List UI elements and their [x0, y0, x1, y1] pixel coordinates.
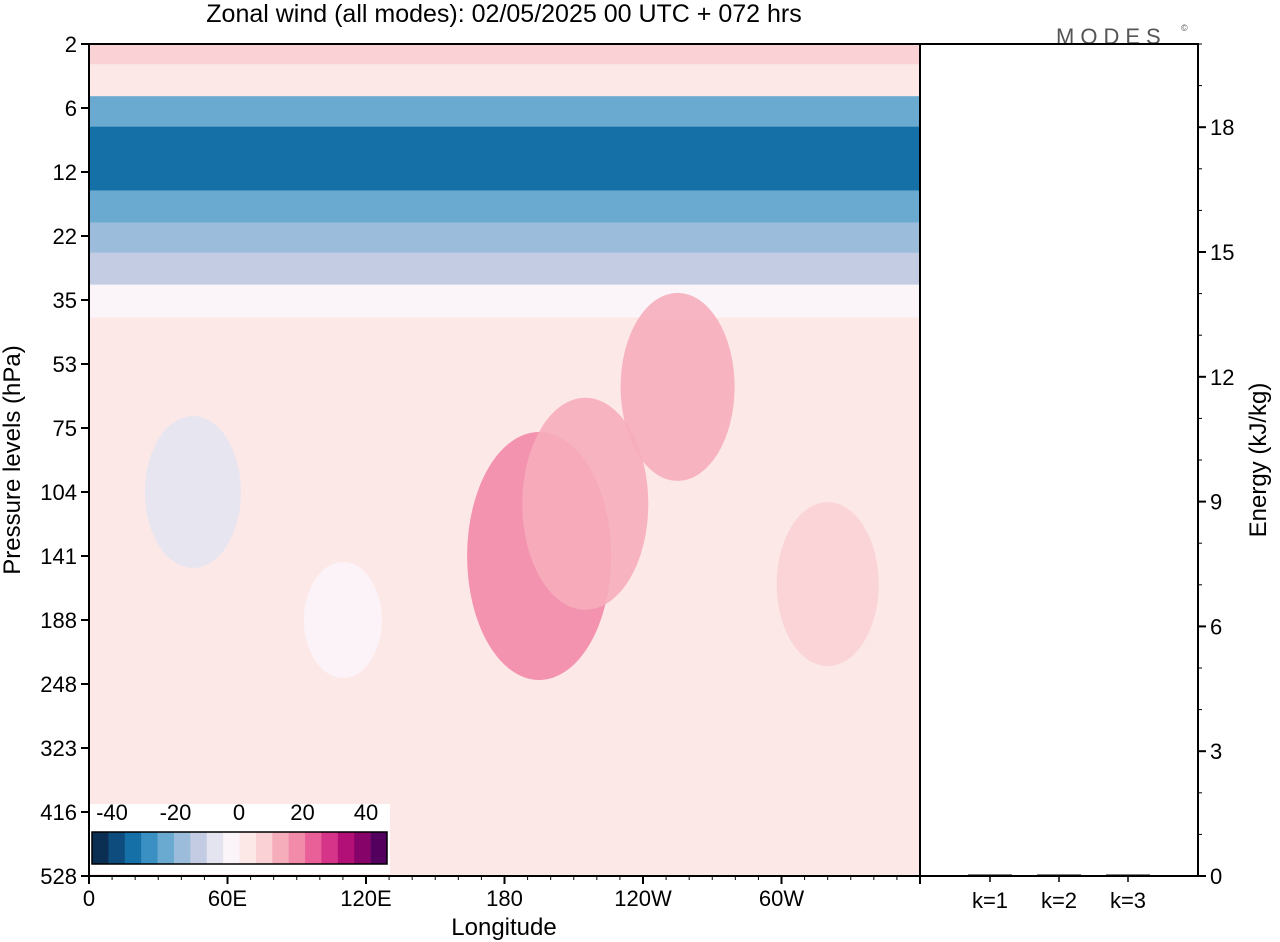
- colorbar-swatch: [141, 832, 158, 864]
- colorbar-swatch: [190, 832, 208, 864]
- wind-feature-6: [620, 292, 735, 481]
- colorbar-swatch: [354, 832, 371, 864]
- colorbar-swatch: [255, 832, 273, 864]
- x-tick-label: 120E: [340, 886, 391, 911]
- wind-band: [89, 765, 920, 798]
- wind-band: [89, 252, 920, 286]
- energy-panel: [919, 43, 1199, 877]
- wind-band: [89, 96, 920, 128]
- energy-y-axis: 0 3 6 9 12 15 18: [1198, 43, 1234, 889]
- colorbar-swatch: [305, 832, 322, 864]
- wind-band: [89, 668, 920, 702]
- wind-band: [89, 317, 920, 351]
- wind-band: [89, 349, 920, 382]
- y-tick-label: 35: [53, 288, 77, 313]
- y-tick-label: 104: [40, 480, 77, 505]
- energy-tick-label: 0: [1210, 864, 1222, 889]
- colorbar-tick-label: -20: [160, 800, 192, 825]
- y-tick-label: 75: [53, 416, 77, 441]
- y-tick-label: 2: [65, 32, 77, 57]
- chart-title: Zonal wind (all modes): 02/05/2025 00 UT…: [206, 0, 801, 28]
- energy-tick-label: 15: [1210, 240, 1234, 265]
- energy-category-label: k=2: [1041, 888, 1077, 913]
- energy-bar: [1106, 874, 1150, 876]
- wind-band: [89, 700, 920, 734]
- colorbar: -40 -20 0 20 40: [90, 800, 390, 874]
- y-tick-label: 528: [40, 864, 77, 889]
- energy-category-label: k=1: [972, 888, 1008, 913]
- y-tick-label: 416: [40, 800, 77, 825]
- modes-logo-mark: ©: [1181, 23, 1188, 33]
- wind-feature-4: [303, 562, 382, 678]
- x-tick-label: 0: [83, 886, 95, 911]
- wind-feature-3: [144, 416, 241, 568]
- energy-tick-label: 12: [1210, 365, 1234, 390]
- energy-x-axis: k=1 k=2 k=3: [972, 876, 1146, 913]
- x-tick-label: 60W: [759, 886, 804, 911]
- colorbar-swatch: [92, 832, 109, 864]
- colorbar-swatch: [321, 832, 339, 864]
- colorbar-swatch: [173, 832, 191, 864]
- y-tick-label: 323: [40, 736, 77, 761]
- colorbar-tick-label: 40: [354, 800, 378, 825]
- colorbar-tick-label: 20: [290, 800, 314, 825]
- energy-tick-label: 18: [1210, 115, 1234, 140]
- x-tick-label: 60E: [208, 886, 247, 911]
- wind-band: [89, 190, 920, 223]
- energy-tick-label: 9: [1210, 490, 1222, 515]
- colorbar-swatch: [239, 832, 257, 864]
- wind-band: [89, 381, 920, 414]
- colorbar-swatch: [206, 832, 224, 864]
- energy-bar: [1037, 874, 1081, 876]
- wind-feature-2: [522, 397, 649, 610]
- colorbar-swatch: [108, 832, 126, 864]
- wind-band: [89, 732, 920, 766]
- y-axis: 2 6 12 22 35 53 75 104 141 188 248 323 416 528: [40, 32, 89, 889]
- energy-tick-label: 6: [1210, 614, 1222, 639]
- wind-feature-5: [776, 502, 879, 667]
- x-tick-label: 120W: [614, 886, 672, 911]
- y-axis-label: Pressure levels (hPa): [0, 345, 26, 574]
- wind-band: [89, 126, 920, 160]
- energy-bar: [968, 874, 1012, 876]
- x-tick-label: 180: [486, 886, 523, 911]
- energy-category-label: k=3: [1110, 888, 1146, 913]
- y-tick-label: 22: [53, 224, 77, 249]
- y-tick-label: 188: [40, 608, 77, 633]
- y-tick-label: 53: [53, 352, 77, 377]
- y-tick-label: 12: [53, 160, 77, 185]
- colorbar-swatch: [272, 832, 289, 864]
- wind-band: [89, 44, 920, 65]
- colorbar-swatch: [337, 832, 355, 864]
- colorbar-swatch: [370, 832, 388, 864]
- colorbar-swatch: [288, 832, 306, 864]
- x-axis: 0 60E 120E 180 120W 60W: [83, 876, 921, 911]
- y-tick-label: 141: [40, 544, 77, 569]
- wind-band: [89, 222, 920, 254]
- x-axis-label: Longitude: [451, 914, 556, 941]
- energy-tick-label: 3: [1210, 739, 1222, 764]
- colorbar-tick-label: 0: [233, 800, 245, 825]
- wind-band: [89, 158, 920, 191]
- y-tick-label: 248: [40, 672, 77, 697]
- colorbar-swatch: [223, 832, 240, 864]
- heatmap-field: [89, 44, 920, 876]
- colorbar-swatch: [157, 832, 175, 864]
- colorbar-swatch: [124, 832, 142, 864]
- colorbar-tick-label: -40: [96, 800, 128, 825]
- wind-band: [89, 284, 920, 319]
- wind-band: [89, 64, 920, 97]
- y-tick-label: 6: [65, 96, 77, 121]
- energy-axis-label: Energy (kJ/kg): [1245, 383, 1272, 538]
